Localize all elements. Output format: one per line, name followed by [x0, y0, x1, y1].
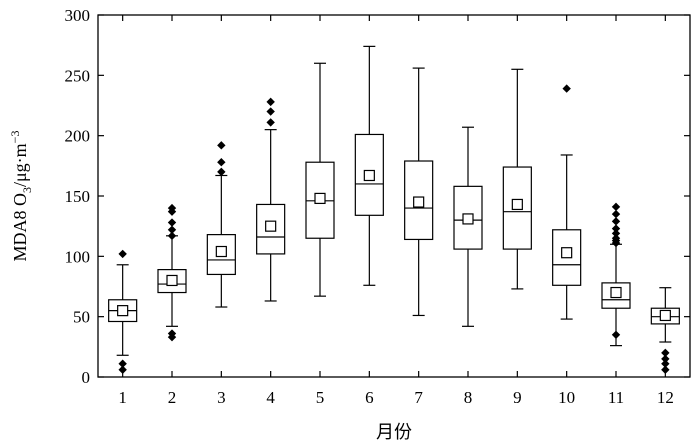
- outlier-point: [661, 365, 670, 374]
- outlier-point: [266, 97, 275, 107]
- outlier-point: [661, 348, 670, 358]
- box-series: [108, 45, 680, 374]
- x-tick-label: 4: [266, 388, 275, 407]
- y-axis-title: MDA8 O3/μg·m−3: [8, 131, 34, 262]
- outlier-point: [118, 359, 127, 368]
- outlier-point: [167, 231, 177, 241]
- outlier-point: [217, 167, 226, 177]
- outlier-point: [611, 202, 621, 212]
- mean-marker: [511, 198, 523, 211]
- outlier-point: [167, 332, 177, 342]
- mean-marker: [166, 274, 178, 287]
- x-tick-label: 6: [365, 388, 374, 407]
- mean-marker: [610, 286, 622, 299]
- outlier-point: [611, 217, 621, 226]
- box-month-10: [552, 84, 582, 320]
- outlier-point: [562, 84, 571, 93]
- mean-marker: [117, 305, 129, 317]
- outlier-point: [217, 141, 226, 150]
- box-month-3: [206, 141, 236, 308]
- y-axis-title-sup: −3: [8, 131, 22, 144]
- outlier-point: [611, 330, 621, 339]
- y-tick-label: 50: [73, 308, 90, 327]
- x-tick-label: 1: [118, 388, 127, 407]
- box-month-7: [404, 67, 434, 317]
- mean-marker: [462, 213, 474, 225]
- box-month-8: [453, 126, 483, 327]
- y-axis: 0 50 100 150 200 250 300: [65, 6, 690, 387]
- outlier-point: [611, 229, 621, 238]
- box-month-1: [108, 249, 138, 374]
- mean-marker: [265, 220, 277, 232]
- outlier-point: [118, 249, 127, 259]
- outlier-point: [167, 225, 177, 234]
- box-month-5: [305, 62, 335, 297]
- outlier-point: [611, 238, 621, 248]
- mean-marker: [314, 192, 326, 205]
- box-month-9: [502, 68, 532, 290]
- box-month-12: [650, 287, 680, 374]
- outlier-point: [118, 365, 127, 374]
- x-tick-label: 3: [217, 388, 226, 407]
- y-tick-label: 250: [65, 66, 91, 85]
- outlier-point: [661, 359, 670, 368]
- box-month-4: [256, 97, 286, 302]
- outlier-point: [611, 224, 621, 233]
- box-month-6: [354, 45, 384, 286]
- mean-marker: [561, 247, 573, 259]
- outlier-point: [167, 218, 177, 227]
- outlier-point: [611, 209, 621, 219]
- x-tick-label: 2: [168, 388, 177, 407]
- y-axis-title-mid: /μg·m: [10, 143, 30, 187]
- y-tick-label: 150: [65, 187, 91, 206]
- x-axis: 1 2 3 4 5 6 7 8 9 10 11 12: [118, 15, 674, 407]
- mean-marker: [215, 245, 227, 258]
- y-tick-label: 100: [65, 247, 91, 266]
- outlier-point: [266, 118, 275, 127]
- x-axis-title: 月份: [376, 422, 412, 442]
- x-tick-label: 8: [464, 388, 473, 407]
- y-tick-label: 0: [82, 368, 91, 387]
- y-axis-title-prefix: MDA8 O: [10, 193, 30, 262]
- x-tick-label: 5: [316, 388, 325, 407]
- mean-marker: [363, 169, 375, 182]
- outlier-point: [217, 158, 226, 167]
- x-tick-label: 7: [414, 388, 423, 407]
- x-tick-label: 12: [657, 388, 674, 407]
- outlier-point: [266, 107, 275, 116]
- y-tick-label: 300: [65, 6, 91, 25]
- mean-marker: [413, 196, 425, 208]
- mean-marker: [659, 309, 671, 322]
- outlier-point: [167, 207, 177, 216]
- x-tick-label: 11: [608, 388, 624, 407]
- y-axis-title-sub: 3: [20, 187, 34, 193]
- x-tick-label: 9: [513, 388, 522, 407]
- plot-frame: [97, 14, 691, 378]
- box-month-11: [601, 202, 631, 347]
- outlier-point: [661, 354, 670, 364]
- y-tick-label: 200: [65, 127, 91, 146]
- x-tick-label: 10: [558, 388, 575, 407]
- box-month-2: [157, 203, 187, 342]
